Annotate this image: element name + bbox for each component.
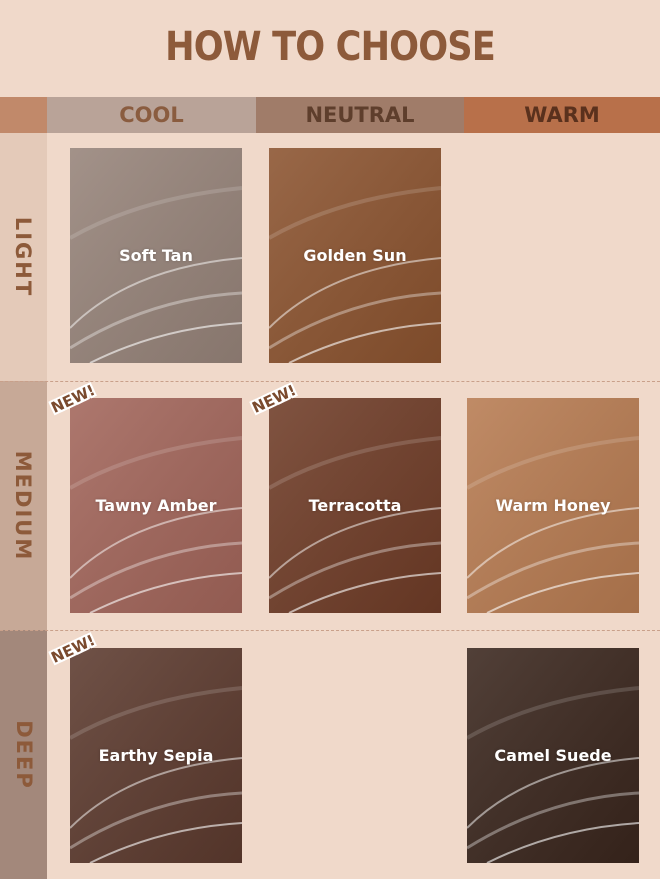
swatch-soft-tan[interactable]: Soft Tan [70,148,242,363]
row-divider [0,381,660,382]
row-divider [0,630,660,631]
column-header-cool: COOL [47,97,256,133]
sheen-texture [467,398,639,613]
swatch-earthy-sepia[interactable]: Earthy Sepia [70,648,242,863]
column-header-neutral: NEUTRAL [256,97,464,133]
sheen-texture [70,148,242,363]
sheen-texture [467,648,639,863]
column-header-warm: WARM [464,97,660,133]
swatch-golden-sun[interactable]: Golden Sun [269,148,441,363]
swatch-warm-honey[interactable]: Warm Honey [467,398,639,613]
sheen-texture [269,398,441,613]
sheen-texture [70,398,242,613]
row-label-medium: MEDIUM [0,381,47,630]
sheen-texture [269,148,441,363]
swatch-camel-suede[interactable]: Camel Suede [467,648,639,863]
sheen-texture [70,648,242,863]
page-title: HOW TO CHOOSE [165,24,496,70]
swatch-terracotta[interactable]: Terracotta [269,398,441,613]
row-label-deep: DEEP [0,630,47,879]
swatch-tawny-amber[interactable]: Tawny Amber [70,398,242,613]
row-label-light: LIGHT [0,133,47,381]
header-corner [0,97,47,133]
